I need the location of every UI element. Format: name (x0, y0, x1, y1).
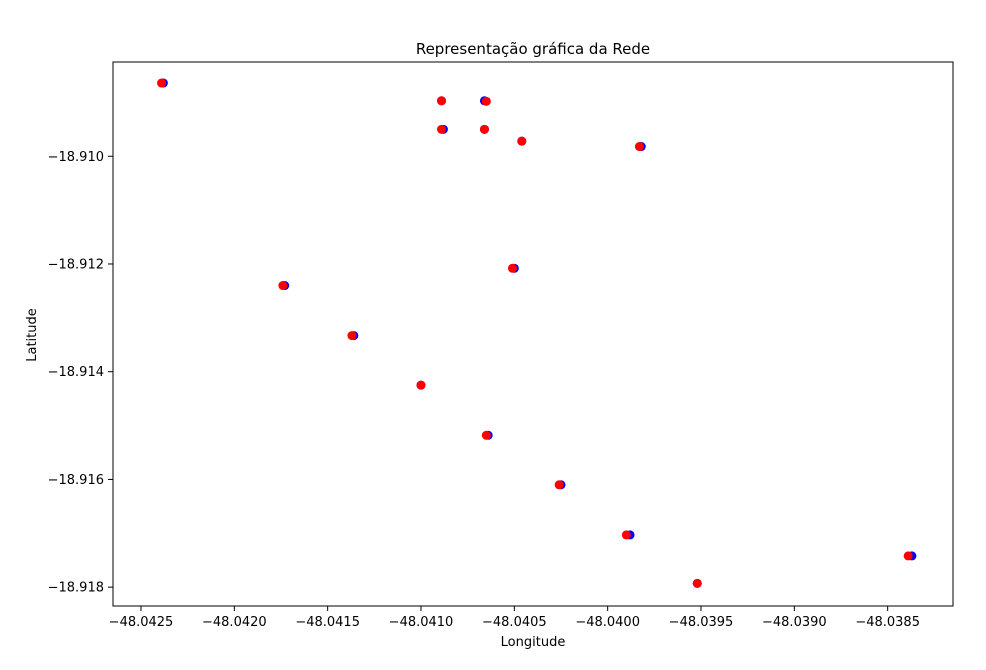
data-points (157, 78, 917, 588)
y-tick-label: −18.912 (48, 257, 104, 272)
data-point-red (157, 78, 167, 88)
data-point-red (479, 124, 489, 134)
data-point-red (621, 530, 631, 540)
data-point-red (481, 96, 491, 106)
x-tick-label: −48.0415 (295, 615, 360, 630)
data-point-red (481, 430, 491, 440)
data-point-red (437, 124, 447, 134)
y-axis-label: Latitude (25, 308, 40, 362)
y-tick-label: −18.910 (48, 150, 104, 165)
x-tick-label: −48.0390 (762, 615, 827, 630)
data-point-red (416, 380, 426, 390)
x-tick-label: −48.0395 (669, 615, 734, 630)
data-point-red (347, 331, 357, 341)
axis-ticks: −48.0425 −48.0420 −48.0415 −48.0410 −48.0405… (48, 150, 920, 630)
chart-title: Representação gráfica da Rede (416, 40, 650, 58)
data-point-red (903, 551, 913, 561)
y-tick-label: −18.914 (48, 365, 104, 380)
data-point-red (278, 281, 288, 291)
x-tick-label: −48.0410 (389, 615, 454, 630)
x-tick-label: −48.0385 (855, 615, 920, 630)
data-point-red (634, 142, 644, 152)
x-axis-label: Longitude (501, 635, 566, 650)
data-point-red (437, 96, 447, 106)
x-tick-label: −48.0425 (109, 615, 174, 630)
data-point-red (554, 480, 564, 490)
x-tick-label: −48.0400 (575, 615, 640, 630)
data-point-red (692, 578, 702, 588)
plot-area-frame (112, 61, 954, 607)
data-point-red (507, 263, 517, 273)
data-point-red (517, 136, 527, 146)
y-tick-label: −18.916 (48, 473, 104, 488)
x-tick-label: −48.0420 (202, 615, 267, 630)
y-tick-label: −18.918 (48, 581, 104, 596)
x-tick-label: −48.0405 (482, 615, 547, 630)
